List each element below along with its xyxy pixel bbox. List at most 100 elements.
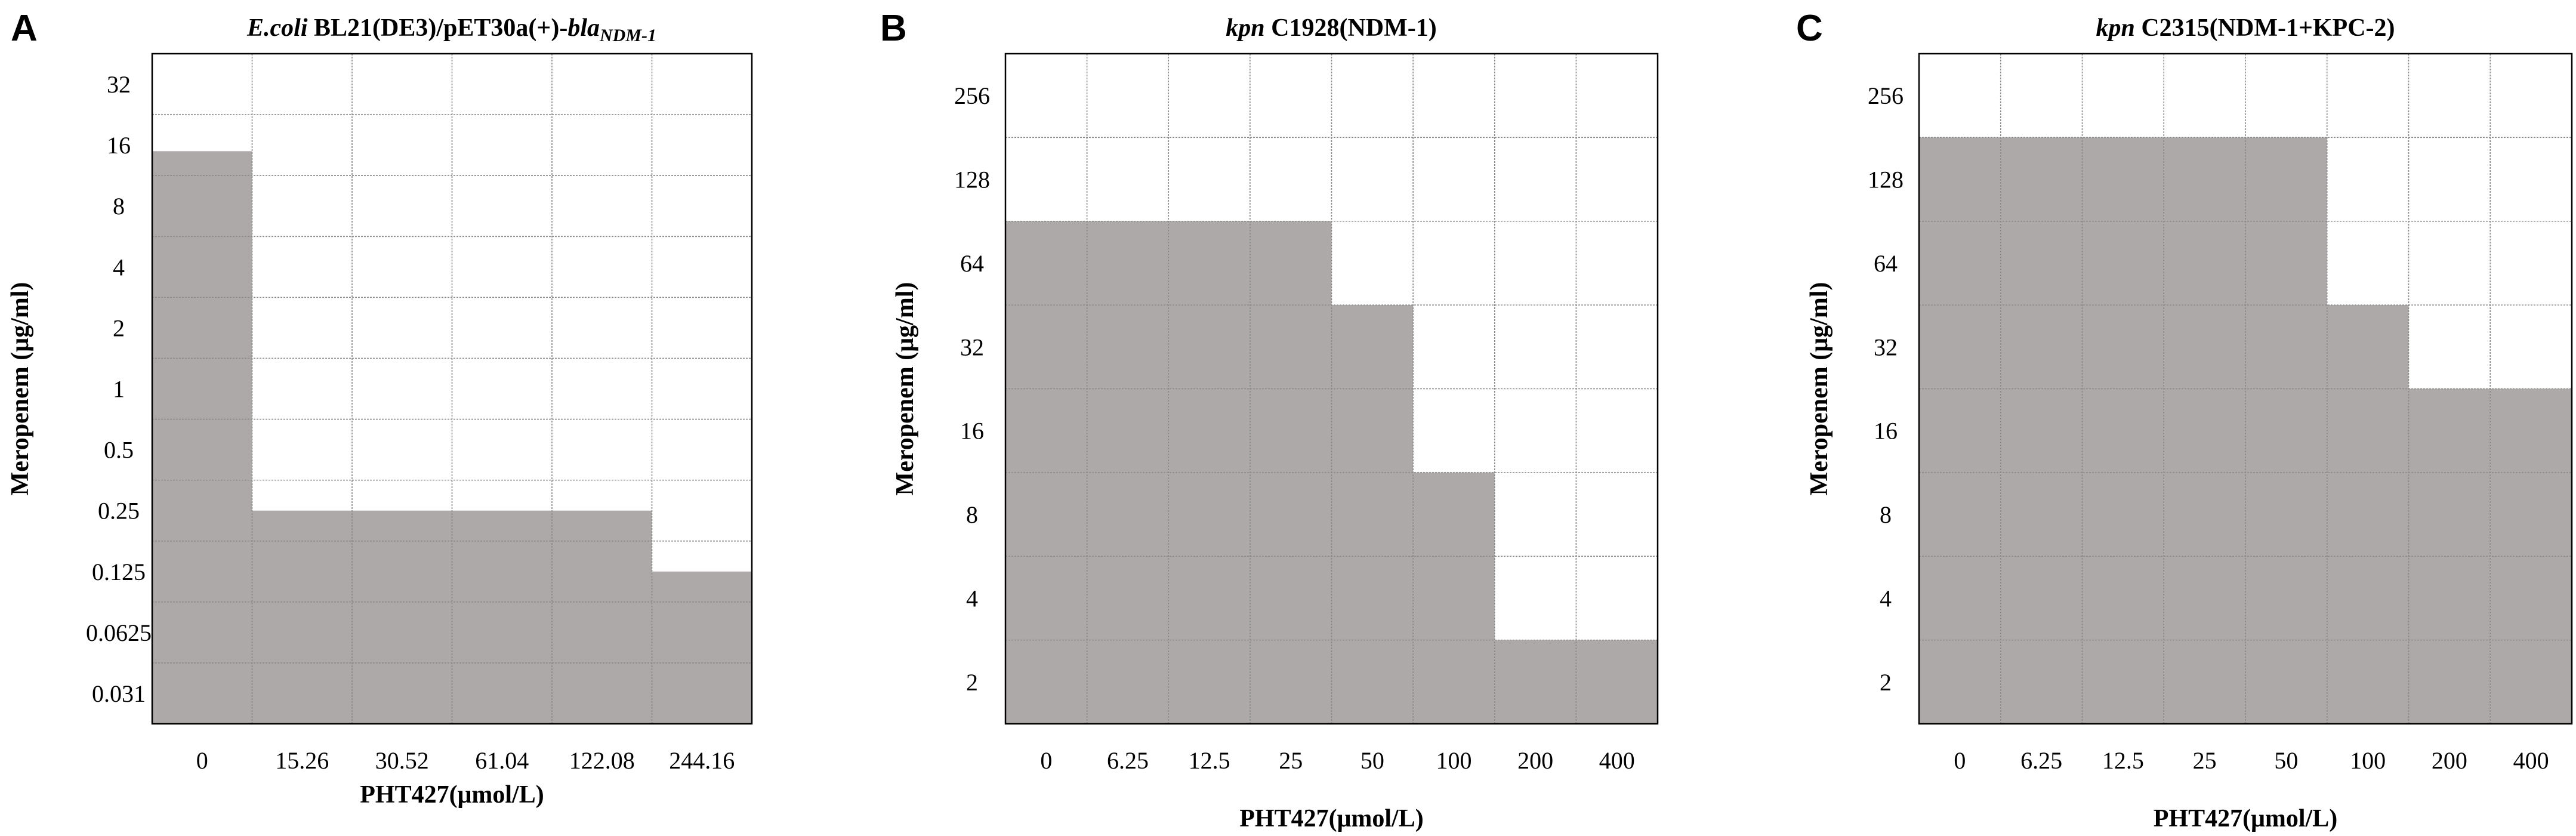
y-tick-label: 256 (954, 82, 990, 109)
x-axis-label: PHT427(μmol/L) (360, 781, 544, 809)
x-tick-label: 12.5 (2102, 747, 2144, 774)
y-tick-label: 16 (960, 418, 984, 445)
panel-letter: C (1796, 8, 1823, 49)
x-tick-label: 400 (2513, 747, 2549, 774)
grid (1919, 54, 2572, 724)
y-tick-labels: 2 4 8 16 32 64 128 256 (954, 82, 990, 696)
x-tick-labels: 0 15.26 30.52 61.04 122.08 244.16 (196, 747, 735, 774)
title-part: NDM-1 (599, 26, 656, 45)
growth-bar-100 (1413, 472, 1495, 724)
x-tick-label: 0 (196, 747, 208, 774)
x-tick-label: 6.25 (2020, 747, 2062, 774)
grid (152, 54, 752, 724)
y-tick-label: 4 (966, 585, 978, 612)
x-axis-label: PHT427(μmol/L) (1239, 805, 1423, 832)
x-tick-label: 30.52 (375, 747, 429, 774)
x-tick-label: 122.08 (569, 747, 635, 774)
chart-title: kpn C1928(NDM-1) (1226, 14, 1436, 42)
panels: A E.coli BL21(DE3)/pET30a(+)-blaNDM-1 0.03… (7, 8, 2573, 832)
y-tick-label: 4 (113, 254, 125, 280)
y-tick-label: 0.5 (104, 437, 134, 464)
x-tick-label: 0 (1040, 747, 1052, 774)
plot-frame (1918, 53, 2573, 725)
growth-bar-50 (2245, 137, 2327, 724)
growth-bar-61.04 (452, 510, 552, 724)
growth-bar-0 (152, 151, 252, 724)
y-tick-labels: 0.031 0.0625 0.125 0.25 0.5 1 2 4 8 16 32 (86, 71, 152, 707)
title-part: E.coli (246, 14, 308, 42)
grid (1005, 54, 1658, 724)
x-tick-label: 12.5 (1189, 747, 1230, 774)
x-tick-label: 200 (2432, 747, 2467, 774)
y-tick-label: 32 (107, 71, 131, 98)
x-tick-label: 0 (1954, 747, 1966, 774)
y-tick-label: 64 (960, 250, 984, 277)
y-tick-label: 16 (1874, 418, 1898, 445)
x-tick-label: 200 (1517, 747, 1553, 774)
growth-bar-400 (1576, 640, 1658, 724)
growth-bar-244.16 (652, 571, 752, 724)
growth-bar-30.52 (352, 510, 452, 724)
x-tick-label: 50 (2274, 747, 2298, 774)
x-tick-label: 6.25 (1107, 747, 1149, 774)
y-tick-label: 0.031 (92, 680, 146, 707)
growth-bar-100 (2327, 305, 2409, 724)
panel-letter: B (880, 8, 907, 49)
title-part: BL21(DE3)/pET30a(+)- (308, 14, 568, 42)
x-tick-label: 61.04 (475, 747, 529, 774)
y-axis-label: Meropenem (μg/ml) (891, 282, 919, 496)
x-tick-label: 25 (1279, 747, 1303, 774)
y-tick-label: 2 (966, 669, 978, 696)
y-tick-label: 128 (1868, 166, 1904, 193)
growth-bar-200 (1494, 640, 1577, 724)
growth-bar-25 (2164, 137, 2245, 724)
title-part: C1928(NDM-1) (1265, 14, 1437, 42)
title-part: kpn (2096, 14, 2134, 42)
growth-bars (152, 151, 752, 724)
y-tick-label: 0.125 (92, 559, 146, 585)
y-tick-label: 2 (1880, 669, 1892, 696)
growth-bar-50 (1331, 305, 1414, 724)
growth-bars (1919, 137, 2572, 724)
x-axis-label: PHT427(μmol/L) (2154, 805, 2337, 832)
x-tick-labels: 0 6.25 12.5 25 50 100 200 400 (1040, 747, 1634, 774)
y-tick-label: 4 (1880, 585, 1892, 612)
x-tick-label: 400 (1599, 747, 1635, 774)
growth-bar-0 (1919, 137, 2001, 724)
growth-bar-6.25 (2000, 137, 2083, 724)
title-part: kpn (1226, 14, 1264, 42)
x-tick-label: 100 (2350, 747, 2386, 774)
title-part: bla (567, 14, 600, 42)
x-tick-label: 244.16 (669, 747, 735, 774)
y-tick-label: 32 (960, 334, 984, 360)
chart-title: kpn C2315(NDM-1+KPC-2) (2096, 14, 2395, 42)
panel-a: A E.coli BL21(DE3)/pET30a(+)-blaNDM-1 0.03… (7, 8, 753, 809)
growth-bar-200 (2408, 388, 2491, 724)
x-tick-label: 100 (1436, 747, 1471, 774)
x-tick-label: 15.26 (275, 747, 329, 774)
x-tick-label: 50 (1361, 747, 1384, 774)
y-tick-label: 0.25 (98, 498, 140, 525)
y-tick-label: 1 (113, 376, 125, 403)
y-tick-label: 0.0625 (86, 619, 152, 646)
growth-bar-12.5 (2082, 137, 2164, 724)
title-part: C2315(NDM-1+KPC-2) (2135, 14, 2395, 42)
plot-frame (1004, 53, 1659, 725)
chart-title: E.coli BL21(DE3)/pET30a(+)-blaNDM-1 (246, 14, 656, 45)
y-tick-label: 2 (113, 314, 125, 341)
y-tick-label: 256 (1868, 82, 1904, 109)
y-tick-label: 16 (107, 132, 131, 159)
y-tick-label: 8 (1880, 501, 1892, 528)
y-tick-label: 8 (113, 193, 125, 220)
x-tick-label: 25 (2193, 747, 2217, 774)
growth-bar-122.08 (552, 510, 652, 724)
growth-bar-15.26 (252, 510, 352, 724)
y-axis-label: Meropenem (μg/ml) (1806, 282, 1833, 496)
plot-frame (151, 53, 753, 725)
y-tick-label: 128 (954, 166, 990, 193)
y-axis-label: Meropenem (μg/ml) (7, 282, 34, 496)
y-tick-label: 32 (1874, 334, 1898, 360)
